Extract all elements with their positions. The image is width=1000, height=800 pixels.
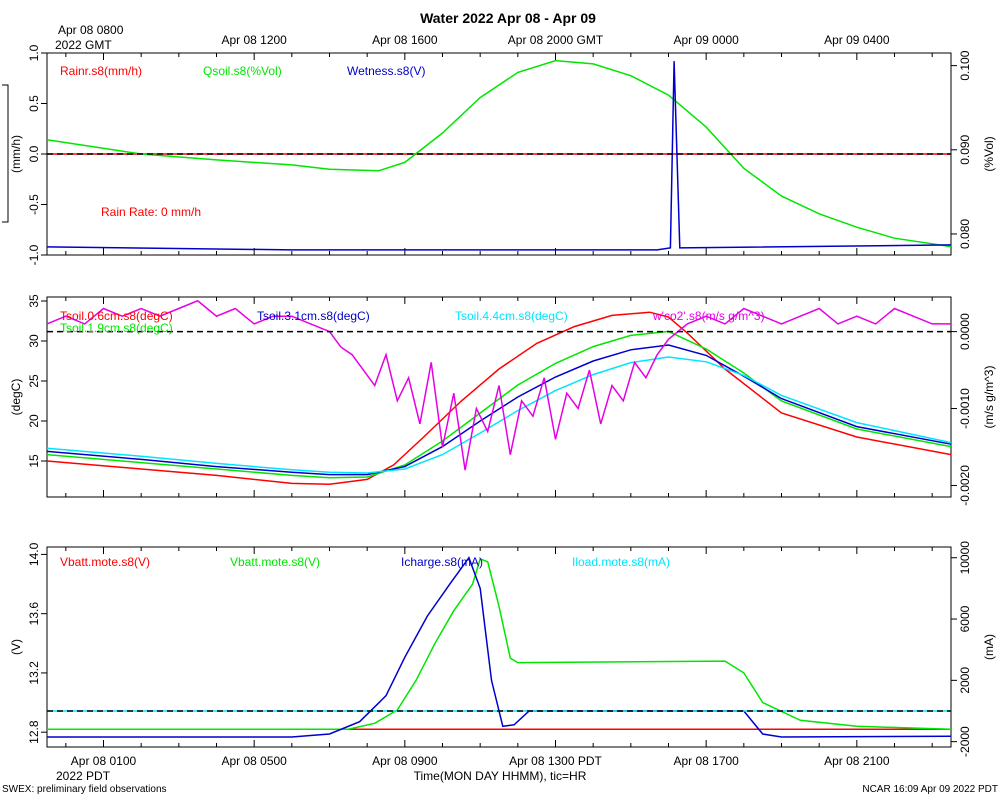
y-tick-label-right: 2000 — [958, 667, 972, 694]
y-tick-label-left: 0.5 — [27, 95, 41, 112]
y-tick-label-left: 13.6 — [27, 602, 41, 626]
legend-label: Iload.mote.s8(mA) — [572, 555, 670, 569]
pdt-tick-label: Apr 08 1300 PDT — [509, 754, 602, 768]
axis-bracket — [2, 84, 9, 223]
y-axis-label-right: (%Vol) — [982, 136, 996, 171]
gmt-tick-label: Apr 09 0400 — [824, 33, 890, 47]
y-tick-label-right: -2000 — [958, 726, 972, 757]
y-tick-label-left: 14.0 — [27, 542, 41, 566]
series-line — [47, 557, 952, 730]
y-tick-label-right: 0.090 — [958, 134, 972, 164]
y-axis-label-right: (mA) — [982, 634, 996, 660]
footer-note: SWEX: preliminary field observations — [2, 784, 167, 795]
pdt-year-label: 2022 PDT — [56, 769, 111, 783]
legend-label: Tsoil.3.1cm.s8(degC) — [257, 309, 370, 323]
y-tick-label-left: 12.8 — [27, 720, 41, 744]
series-line — [46, 344, 952, 476]
gmt-tick-label: Apr 08 1600 — [372, 33, 438, 47]
gmt-tick-label: Apr 08 1200 — [221, 33, 287, 47]
legend-label: Tsoil.1.9cm.s8(degC) — [60, 321, 173, 335]
rain-rate-annotation: Rain Rate: 0 mm/h — [101, 205, 201, 219]
legend-label: Rainr.s8(mm/h) — [60, 64, 142, 78]
y-tick-label-right: 0.100 — [958, 50, 972, 80]
y-tick-label-left: 15 — [27, 454, 41, 468]
y-axis-label-left: (mm/h) — [9, 135, 23, 173]
footer-timestamp: NCAR 16:09 Apr 09 2022 PDT — [862, 784, 998, 795]
x-axis-label: Time(MON DAY HHMM), tic=HR — [414, 769, 587, 783]
y-tick-label-left: 20 — [27, 414, 41, 428]
pdt-tick-labels: Apr 08 0100 Apr 08 0500 Apr 08 0900 Apr 08 … — [71, 754, 890, 768]
y-tick-label-left: -0.5 — [27, 194, 41, 215]
plot-frame — [46, 546, 952, 748]
legend-label: Vbatt.mote.s8(V) — [230, 555, 320, 569]
pdt-tick-label: Apr 08 2100 — [824, 754, 890, 768]
series-line — [46, 61, 952, 251]
series-line — [46, 299, 951, 471]
gmt-start-label: Apr 08 0800 — [58, 23, 124, 37]
pdt-tick-label: Apr 08 1700 — [673, 754, 739, 768]
y-axis-label-right: (m/s g/m^3) — [982, 366, 996, 429]
y-tick-label-right: 10000 — [958, 541, 972, 575]
y-tick-label-left: -1.0 — [27, 244, 41, 265]
pdt-tick-label: Apr 08 0900 — [372, 754, 438, 768]
legend-label: Tsoil.4.4cm.s8(degC) — [455, 309, 568, 323]
y-tick-label-left: 30 — [27, 334, 41, 348]
series-line — [47, 556, 952, 738]
y-tick-label-right: 6000 — [958, 605, 972, 632]
gmt-tick-label: Apr 08 2000 GMT — [508, 33, 604, 47]
water-panel: -1.0 -0.5 0.0 0.5 1.0 0.080 0.090 0.100 (mm/h) (%… — [2, 44, 996, 265]
series-line — [46, 356, 952, 474]
power-panel: 12.8 13.2 13.6 14.0 -2000 2000 6000 10000 (V) (mA… — [9, 541, 996, 757]
y-axis-label-left: (V) — [9, 639, 23, 655]
legend-label: w'co2'.s8(m/s g/m^3) — [652, 309, 765, 323]
pdt-tick-label: Apr 08 0500 — [221, 754, 287, 768]
gmt-tick-labels: Apr 08 1200 Apr 08 1600 Apr 08 2000 GMT Apr… — [221, 33, 889, 47]
gmt-year-label: 2022 GMT — [55, 38, 112, 52]
plot-frame — [46, 296, 952, 498]
series-line — [46, 59, 952, 248]
y-tick-label-left: 1.0 — [27, 44, 41, 61]
y-tick-label-right: 0.0000 — [958, 313, 972, 350]
pdt-tick-label: Apr 08 0100 — [71, 754, 137, 768]
legend-label: Icharge.s8(mA) — [401, 555, 483, 569]
y-tick-label-left: 25 — [27, 374, 41, 388]
legend-label: Tsoil.0.6cm.s8(degC) — [60, 309, 173, 323]
chart-title: Water 2022 Apr 08 - Apr 09 — [420, 10, 596, 26]
y-tick-label-left: 35 — [27, 294, 41, 308]
y-tick-label-right: 0.080 — [958, 219, 972, 249]
y-tick-label-right: -0.0010 — [958, 388, 972, 429]
series-line — [46, 330, 952, 479]
legend-label: Wetness.s8(V) — [347, 64, 425, 78]
legend-label: Qsoil.s8(%Vol) — [203, 64, 282, 78]
y-tick-label-left: 0.0 — [27, 145, 41, 162]
y-tick-label-right: -0.0020 — [958, 465, 972, 506]
y-tick-label-left: 13.2 — [27, 661, 41, 685]
legend-label: Vbatt.mote.s8(V) — [60, 555, 150, 569]
soil-temperature-panel: 15 20 25 30 35 -0.0020 -0.0010 0.0000 (degC) (m/s… — [9, 294, 996, 506]
gmt-tick-label: Apr 09 0000 — [673, 33, 739, 47]
y-axis-label-left: (degC) — [9, 379, 23, 416]
